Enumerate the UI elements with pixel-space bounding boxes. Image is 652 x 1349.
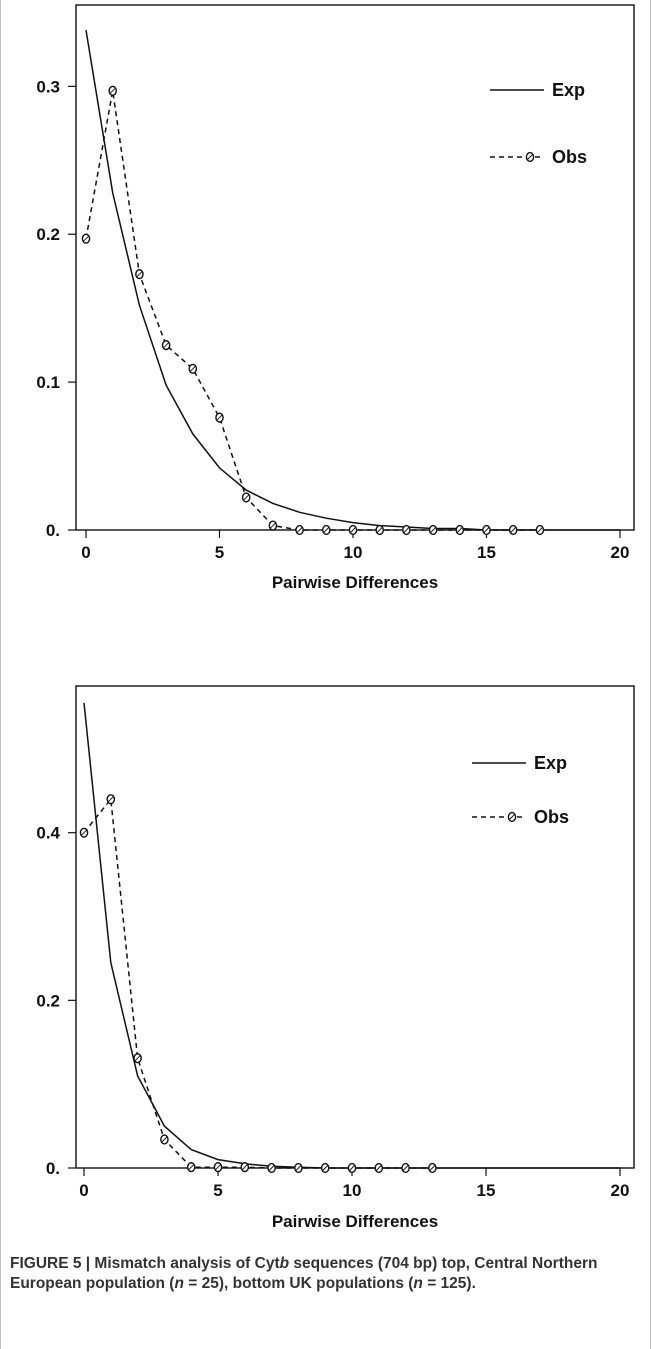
data-point-slash: [537, 527, 543, 533]
data-point-slash: [403, 527, 410, 533]
y-tick-label: 0.2: [36, 225, 60, 244]
x-tick-label: 0: [81, 543, 90, 562]
data-point-slash: [349, 1165, 355, 1171]
data-point-slash: [189, 365, 196, 372]
data-point-slash: [216, 414, 223, 421]
chart-top: 0 5 10 15 20 0. 0.1 0.2 0.3 Pairwise Differences E…: [36, 4, 635, 592]
data-point-slash: [270, 522, 276, 529]
data-point-slash: [134, 1055, 141, 1062]
data-point-slash: [188, 1164, 195, 1170]
data-point-slash: [163, 342, 169, 348]
y-tick-label: 0.1: [36, 373, 60, 392]
y-tick-label: 0.3: [36, 77, 60, 96]
plot-frame: [75, 4, 635, 531]
data-point-slash: [350, 527, 356, 533]
legend-label-obs: Obs: [534, 807, 569, 827]
y-tick-label: 0.: [46, 1159, 60, 1178]
data-point-slash: [323, 527, 330, 533]
series-line-exp: [85, 29, 620, 531]
legend-label-obs: Obs: [552, 147, 587, 167]
data-point-slash: [429, 1165, 436, 1171]
caption-n2-symbol: n: [413, 1275, 423, 1292]
data-point-slash: [241, 1164, 248, 1170]
data-point-slash: [376, 527, 383, 533]
x-tick-label: 10: [344, 543, 363, 562]
data-point-slash: [456, 527, 463, 533]
legend-label-exp: Exp: [534, 753, 567, 773]
y-tick-label: 0.4: [36, 824, 60, 843]
data-point-slash: [402, 1165, 409, 1171]
y-tick-label: 0.2: [36, 991, 60, 1010]
x-tick-label: 0: [79, 1181, 88, 1200]
chart-bottom: 0 5 10 15 20 0. 0.2 0.4 Pairwise Differences Exp O…: [36, 685, 635, 1231]
y-tick-label: 0.: [46, 521, 60, 540]
data-point-slash: [483, 527, 490, 533]
caption-part2: sequences (704 bp) top, Central Northern…: [10, 1255, 598, 1292]
series-line-obs: [83, 797, 433, 1169]
x-axis-label: Pairwise Differences: [272, 1212, 438, 1231]
data-point-slash: [161, 1136, 168, 1143]
x-tick-label: 20: [611, 543, 630, 562]
legend-marker-slash: [527, 154, 533, 160]
data-point-slash: [109, 87, 116, 94]
caption-n2-value: = 125).: [422, 1275, 476, 1292]
data-point-slash: [295, 1165, 302, 1171]
data-point-slash: [375, 1165, 382, 1171]
x-tick-label: 5: [213, 1181, 222, 1200]
x-tick-label: 10: [343, 1181, 362, 1200]
data-point-slash: [268, 1165, 275, 1171]
data-point-slash: [107, 796, 114, 802]
data-point-slash: [81, 829, 87, 836]
x-tick-label: 5: [215, 543, 224, 562]
x-tick-label: 20: [611, 1181, 630, 1200]
legend-marker-slash: [509, 814, 515, 820]
data-point-slash: [430, 527, 436, 533]
figure-caption: FIGURE 5 | Mismatch analysis of Cytb seq…: [10, 1254, 642, 1294]
data-point-slash: [215, 1164, 221, 1170]
series-line-obs: [85, 90, 540, 531]
legend-label-exp: Exp: [552, 80, 585, 100]
caption-n1-symbol: n: [174, 1275, 184, 1292]
caption-n1-value: = 25), bottom UK populations (: [183, 1275, 414, 1292]
data-point-slash: [510, 527, 517, 533]
caption-prefix: FIGURE 5 | Mismatch analysis of Cyt: [10, 1255, 280, 1272]
x-tick-label: 15: [477, 1181, 496, 1200]
data-point-slash: [83, 235, 89, 242]
data-point-slash: [296, 527, 303, 533]
data-point-slash: [322, 1165, 329, 1171]
x-axis-label: Pairwise Differences: [272, 573, 438, 592]
caption-italic-b: b: [279, 1255, 290, 1272]
data-point-slash: [243, 494, 250, 501]
data-point-slash: [136, 271, 143, 277]
x-tick-label: 15: [477, 543, 496, 562]
